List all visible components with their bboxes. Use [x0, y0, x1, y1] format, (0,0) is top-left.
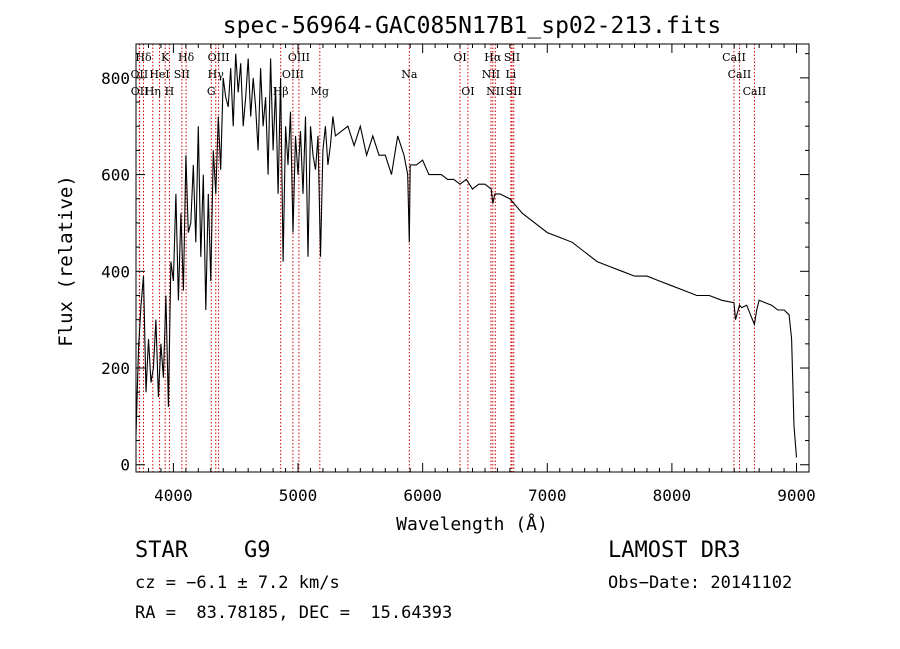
spectrum-line [135, 53, 798, 458]
line-label: G [207, 85, 216, 98]
y-tick-label: 800 [101, 69, 130, 88]
line-label: Hη [145, 85, 161, 98]
x-tick-label: 7000 [528, 486, 567, 505]
redshift-velocity: cz = −6.1 ± 7.2 km/s [135, 573, 340, 593]
line-label: CaII [722, 51, 746, 64]
line-label: HeI [149, 68, 169, 81]
x-tick-label: 4000 [154, 486, 193, 505]
line-label: OIII [208, 51, 230, 64]
line-label: Mg [311, 85, 329, 98]
line-label: Hδ [178, 51, 195, 64]
line-label: OI [461, 85, 474, 98]
line-label: CaII [728, 68, 752, 81]
y-axis: 0 200 400 600 800 [101, 53, 809, 475]
y-axis-label: Flux (relative) [55, 175, 77, 347]
plot-frame [135, 43, 810, 473]
survey-name: LAMOST DR3 [608, 538, 741, 563]
line-label: OII [131, 85, 149, 98]
line-label: SII [506, 85, 522, 98]
coordinates: RA = 83.78185, DEC = 15.64393 [135, 603, 453, 623]
y-tick-label: 600 [101, 166, 130, 185]
chart-title: spec-56964-GAC085N17B1_sp02-213.fits [223, 13, 722, 39]
line-label: OIII [288, 51, 310, 64]
x-axis-label: Wavelength (Å) [396, 513, 548, 535]
line-label: Hγ [208, 68, 225, 81]
x-tick-label: 8000 [653, 486, 692, 505]
line-label: H [165, 85, 175, 98]
x-tick-label: 6000 [403, 486, 442, 505]
spectral-subclass: G9 [244, 538, 271, 563]
x-tick-label: 9000 [777, 486, 816, 505]
observation-date: Obs−Date: 20141102 [608, 573, 793, 593]
spectral-line-markers [138, 44, 755, 472]
line-label: CaII [743, 85, 767, 98]
x-axis: 4000 5000 6000 7000 8000 9000 [147, 44, 816, 505]
y-tick-label: 0 [120, 456, 130, 475]
line-label: Na [401, 68, 418, 81]
line-label: K [161, 51, 170, 64]
line-label: SII [174, 68, 190, 81]
object-class: STAR [135, 538, 188, 563]
y-tick-label: 200 [101, 359, 130, 378]
line-label: SII [504, 51, 520, 64]
line-label: OIII [282, 68, 304, 81]
line-label: OI [453, 51, 466, 64]
line-label: NII [486, 85, 504, 98]
line-label: Hα [484, 51, 502, 64]
line-label: Hδ [135, 51, 152, 64]
line-label: NII [482, 68, 500, 81]
x-tick-label: 5000 [279, 486, 318, 505]
line-label: OII [131, 68, 149, 81]
line-label: Li [505, 68, 516, 81]
y-tick-label: 400 [101, 262, 130, 281]
